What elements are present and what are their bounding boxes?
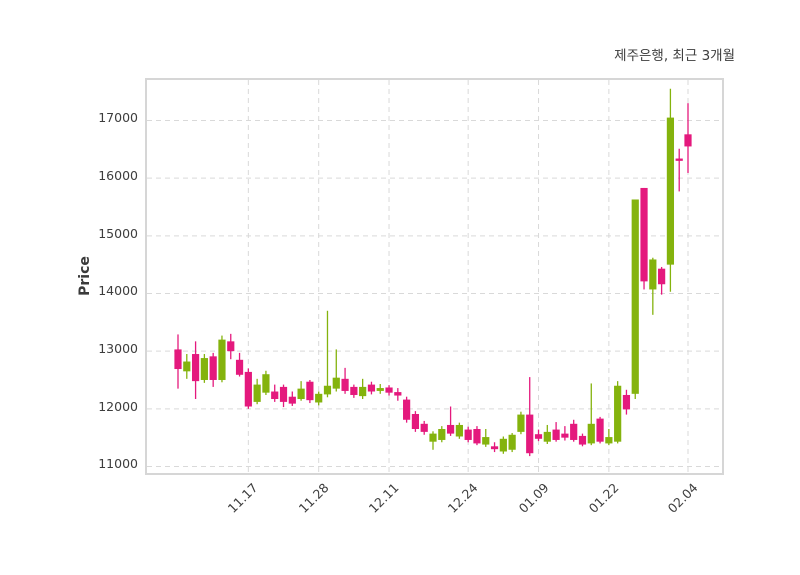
candle-body xyxy=(367,384,376,392)
x-tick-label: 01.22 xyxy=(585,480,622,516)
chart-title: 제주은행, 최근 3개월 xyxy=(614,48,735,64)
candle-body xyxy=(561,433,569,438)
candle-body xyxy=(411,414,420,430)
candle-body xyxy=(605,437,613,444)
candle-body xyxy=(253,384,261,402)
candle-body xyxy=(394,392,402,396)
candle-body xyxy=(341,378,349,391)
candle-body xyxy=(420,423,428,432)
candle-body xyxy=(235,359,244,375)
candle-body xyxy=(508,434,516,450)
candle-body xyxy=(543,431,551,442)
x-tick-label: 01.09 xyxy=(515,480,552,516)
candle-body xyxy=(403,399,411,420)
candle-body xyxy=(499,438,507,452)
candle-body xyxy=(446,424,455,434)
candle-body xyxy=(191,354,200,382)
candle-body xyxy=(455,424,463,437)
y-tick-label: 13000 xyxy=(98,341,138,357)
candle-body xyxy=(200,358,208,380)
plot-area xyxy=(145,78,724,475)
candle-body xyxy=(385,387,393,393)
candle-body xyxy=(614,385,622,442)
candle-body xyxy=(622,394,631,410)
candle-body xyxy=(649,259,657,290)
x-tick-label: 02.04 xyxy=(664,480,701,516)
candle-body xyxy=(640,187,648,282)
candle-body xyxy=(429,433,437,442)
candle-body xyxy=(218,339,226,380)
candle-body xyxy=(534,434,543,439)
x-tick-label: 12.11 xyxy=(365,480,402,516)
candle-body xyxy=(578,435,587,445)
y-tick-label: 12000 xyxy=(98,398,138,414)
candle-body xyxy=(490,446,499,450)
candle-body xyxy=(570,423,578,440)
candle-body xyxy=(227,341,235,352)
candle-body xyxy=(262,374,270,393)
candle-body xyxy=(666,117,675,265)
candle-body xyxy=(288,396,296,404)
candle-body xyxy=(359,386,367,397)
candle-body xyxy=(482,437,490,445)
y-tick-label: 14000 xyxy=(98,283,138,299)
candle-body xyxy=(438,429,446,440)
candle-body xyxy=(183,361,191,372)
candle-body xyxy=(473,429,481,444)
x-tick-label: 11.28 xyxy=(295,480,332,516)
candle-body xyxy=(209,356,217,380)
candle-body xyxy=(675,158,683,161)
candle-body xyxy=(517,414,525,432)
x-tick-label: 12.24 xyxy=(444,480,481,516)
candle-body xyxy=(306,381,314,401)
candle-body xyxy=(315,393,323,403)
candle-body xyxy=(350,386,358,395)
candle-body xyxy=(552,429,560,440)
candle-body xyxy=(684,134,692,147)
candle-body xyxy=(244,371,252,407)
candle-body xyxy=(464,429,472,440)
candle-body xyxy=(297,388,305,400)
y-tick-label: 17000 xyxy=(98,110,138,126)
candle-body xyxy=(376,388,384,391)
y-tick-label: 11000 xyxy=(98,456,138,472)
candle-body xyxy=(332,377,340,389)
candle-body xyxy=(174,349,182,370)
candles-svg xyxy=(147,80,722,473)
y-tick-label: 16000 xyxy=(98,168,138,184)
candle-body xyxy=(658,268,666,285)
candle-body xyxy=(587,423,595,444)
candle-body xyxy=(279,386,288,402)
candle-body xyxy=(526,414,534,454)
candle-body xyxy=(631,199,639,394)
candle-body xyxy=(323,385,332,395)
x-tick-label: 11.17 xyxy=(225,480,261,516)
candle-body xyxy=(271,391,279,400)
candle-body xyxy=(596,418,604,442)
y-tick-label: 15000 xyxy=(98,225,138,241)
